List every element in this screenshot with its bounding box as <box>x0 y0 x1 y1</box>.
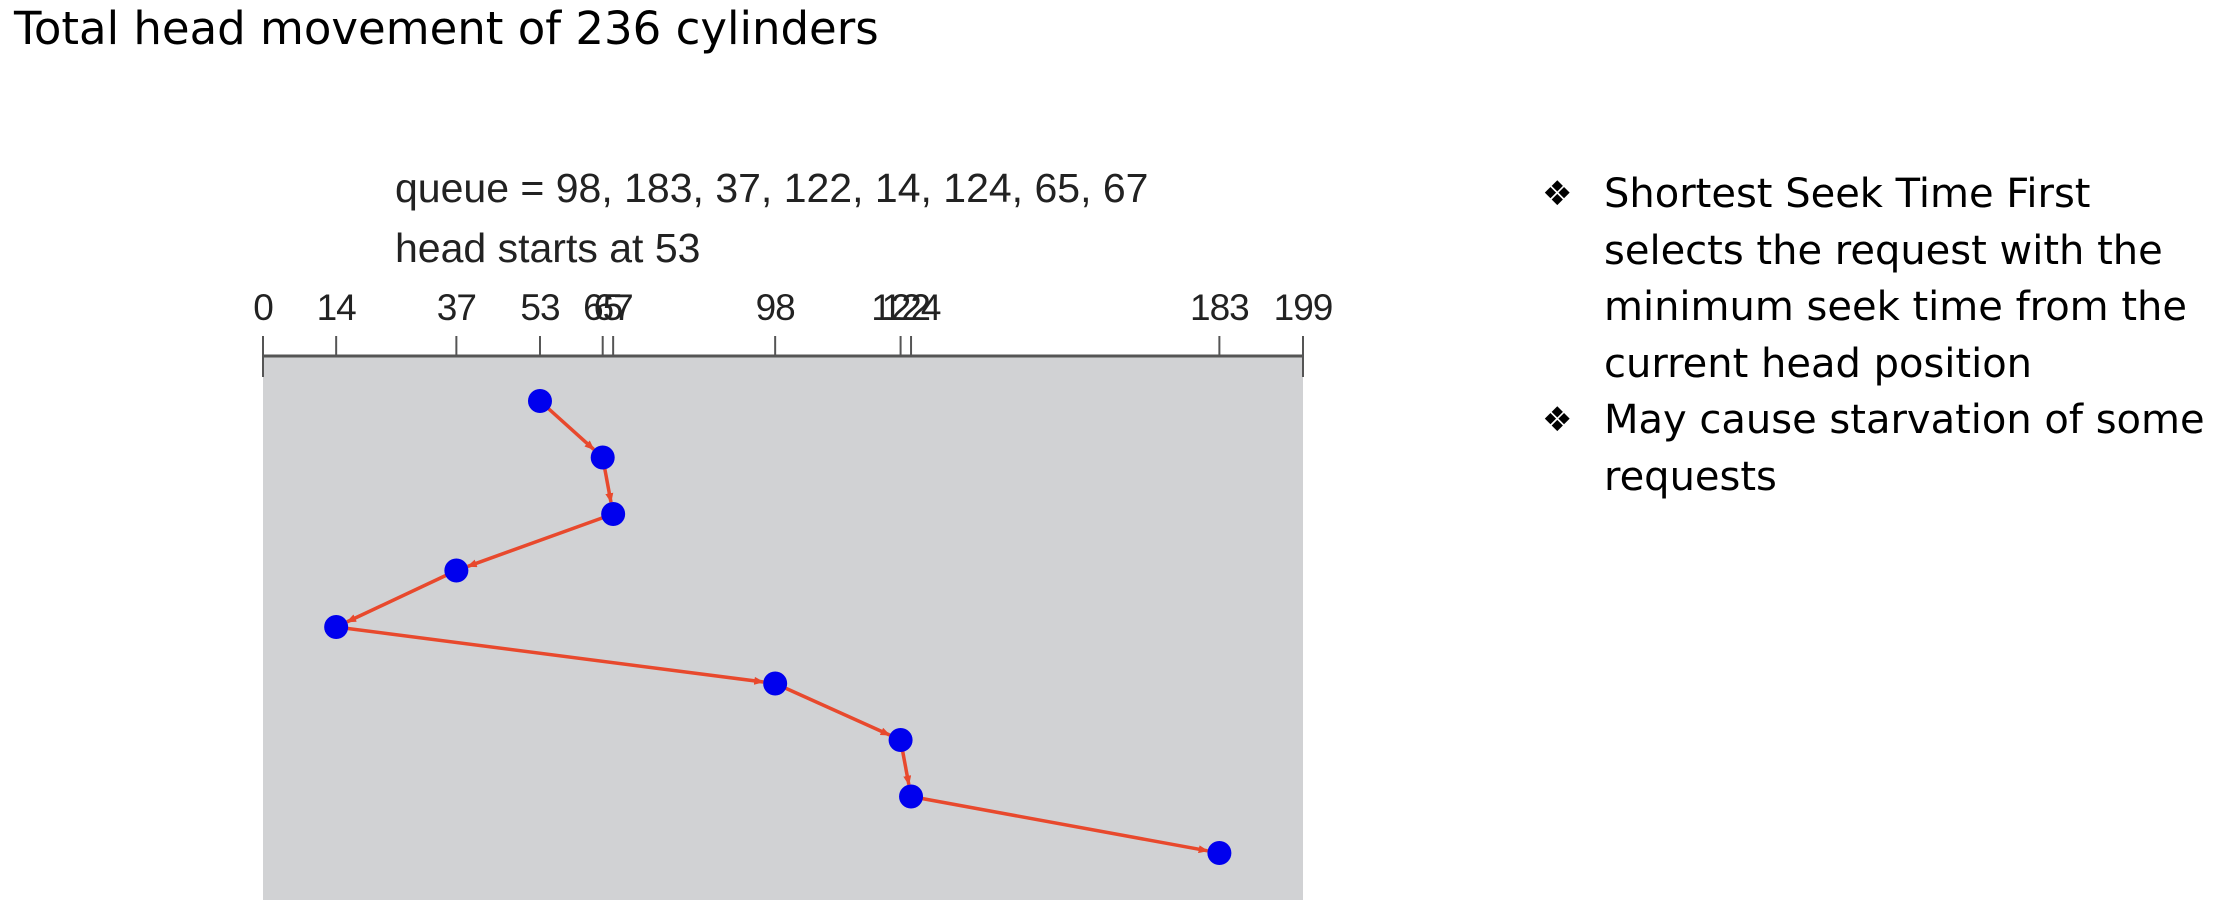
seek-arrow-14-to-98 <box>335 625 765 685</box>
diamond-bullet-icon: ❖ <box>1542 174 1573 214</box>
seek-arrow-53-to-65 <box>538 399 595 451</box>
request-point-98 <box>763 671 788 696</box>
seek-arrow-124-to-183 <box>910 794 1209 854</box>
sstf-diagram: queue = 98, 183, 37, 122, 14, 124, 65, 6… <box>253 165 1333 900</box>
tick-label-98: 98 <box>756 287 795 328</box>
bullet-sstf: ❖ Shortest Seek Time First selects the r… <box>1542 166 2232 392</box>
tick-label-14: 14 <box>317 287 357 328</box>
bullet-text: May cause starvation of some requests <box>1604 397 2205 500</box>
tick-label-0: 0 <box>253 287 273 328</box>
diagram-panel <box>263 357 1303 900</box>
request-point-124 <box>899 784 924 809</box>
request-point-37 <box>444 558 469 583</box>
tick-label-67: 67 <box>594 287 633 328</box>
request-points <box>324 389 1232 865</box>
bullet-starvation: ❖ May cause starvation of some requests <box>1542 392 2232 505</box>
request-point-67 <box>601 502 626 526</box>
page-title: Total head movement of 236 cylinders <box>14 2 879 55</box>
seek-arrows <box>335 399 1209 854</box>
head-start-label: head starts at 53 <box>395 225 700 271</box>
tick-marks <box>262 336 1304 377</box>
tick-label-53: 53 <box>520 287 559 328</box>
bullet-list: ❖ Shortest Seek Time First selects the r… <box>1542 166 2232 505</box>
tick-label-37: 37 <box>437 287 476 328</box>
request-point-65 <box>590 445 615 470</box>
tick-label-199: 199 <box>1274 287 1333 328</box>
diamond-bullet-icon: ❖ <box>1542 400 1573 440</box>
bullet-text: Shortest Seek Time First selects the req… <box>1604 171 2188 387</box>
seek-arrow-67-to-37 <box>466 512 614 569</box>
request-point-122 <box>888 728 913 752</box>
tick-label-122: 122 <box>871 287 930 328</box>
request-point-183 <box>1207 841 1232 865</box>
tick-label-183: 183 <box>1190 287 1249 328</box>
seek-arrow-98-to-122 <box>774 681 891 737</box>
queue-label: queue = 98, 183, 37, 122, 14, 124, 65, 6… <box>395 165 1148 211</box>
tick-label-65: 65 <box>583 287 623 328</box>
request-point-14 <box>324 615 349 639</box>
request-point-53 <box>527 389 552 413</box>
seek-arrow-37-to-14 <box>346 568 458 624</box>
tick-label-124: 124 <box>882 287 941 328</box>
